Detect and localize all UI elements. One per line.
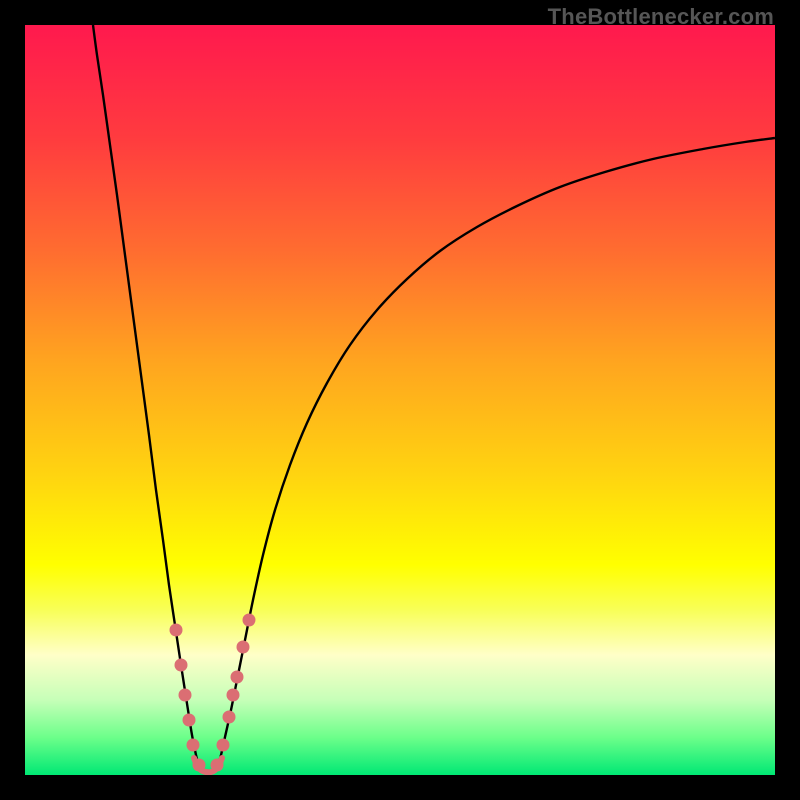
gradient-background — [25, 25, 775, 775]
scatter-point — [183, 714, 196, 727]
scatter-point — [170, 624, 183, 637]
scatter-point — [179, 689, 192, 702]
scatter-point — [193, 759, 206, 772]
scatter-point — [175, 659, 188, 672]
plot-area — [25, 25, 775, 775]
scatter-point — [223, 711, 236, 724]
scatter-point — [217, 739, 230, 752]
scatter-point — [211, 759, 224, 772]
scatter-point — [237, 641, 250, 654]
bottleneck-chart — [25, 25, 775, 775]
scatter-point — [243, 614, 256, 627]
scatter-point — [231, 671, 244, 684]
scatter-point — [227, 689, 240, 702]
chart-frame: TheBottlenecker.com — [0, 0, 800, 800]
scatter-point — [187, 739, 200, 752]
